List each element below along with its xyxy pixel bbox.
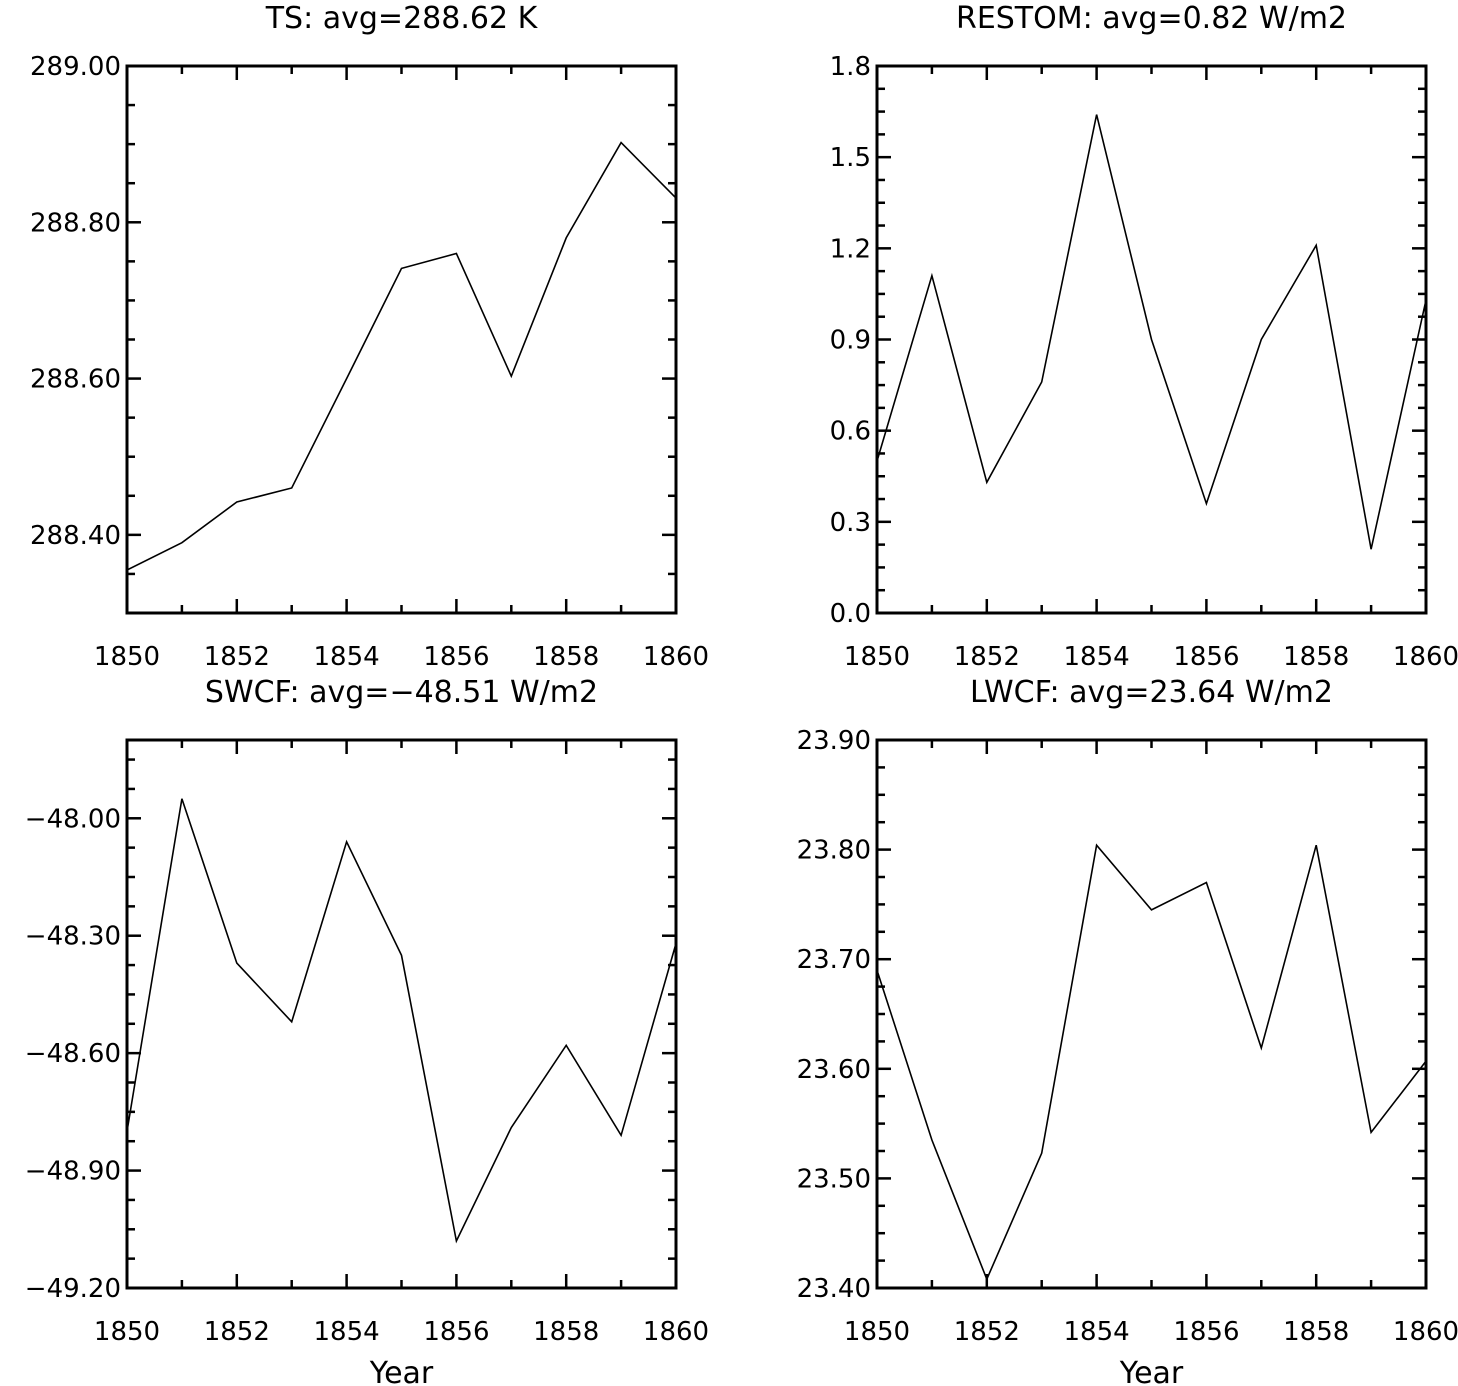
- x-tick-label: 1856: [1173, 642, 1239, 672]
- panel-title: RESTOM: avg=0.82 W/m2: [956, 1, 1347, 36]
- panel-4: LWCF: avg=23.64 W/m2 1850 1852 1854 1856 1858…: [797, 675, 1458, 1386]
- x-tick-label: 1860: [1393, 642, 1458, 672]
- x-tick-label: 1858: [533, 642, 599, 672]
- y-tick-label: 23.80: [797, 836, 871, 866]
- x-tick-label: 1860: [643, 1317, 709, 1347]
- y-tick-label: 23.70: [797, 945, 871, 975]
- y-tick-label: 1.8: [830, 52, 871, 82]
- y-tick-label: 23.90: [797, 726, 871, 756]
- y-tick-label: 0.6: [830, 417, 871, 447]
- x-tick-label: 1858: [1283, 642, 1349, 672]
- series-line: [126, 141, 677, 571]
- y-tick-label: −48.00: [25, 804, 121, 834]
- y-tick-label: 0.0: [830, 599, 871, 629]
- y-tick-label: 23.60: [797, 1055, 871, 1085]
- y-tick-label: 288.80: [30, 208, 121, 238]
- y-tick-label: 1.5: [830, 143, 871, 173]
- y-tick-label: −48.30: [25, 922, 121, 952]
- x-tick-label: 1854: [1064, 1317, 1130, 1347]
- x-tick-label: 1856: [423, 1317, 489, 1347]
- panel-1: TS: avg=288.62 K 1850 1852 1854 1856 1858 1860…: [30, 1, 709, 672]
- panel-title: SWCF: avg=−48.51 W/m2: [205, 675, 598, 710]
- x-tick-label: 1854: [314, 642, 380, 672]
- plot-frame: [875, 738, 1428, 1290]
- x-tick-label: 1852: [954, 1317, 1020, 1347]
- x-tick-label: 1858: [533, 1317, 599, 1347]
- panel-title: TS: avg=288.62 K: [265, 1, 539, 36]
- x-tick-label: 1850: [844, 1317, 910, 1347]
- y-tick-label: 0.3: [830, 508, 871, 538]
- series-line: [876, 114, 1427, 550]
- series-line: [876, 843, 1427, 1282]
- x-tick-label: 1856: [1173, 1317, 1239, 1347]
- series-line: [126, 798, 677, 1244]
- y-tick-label: 23.50: [797, 1164, 871, 1194]
- x-tick-label: 1854: [1064, 642, 1130, 672]
- x-tick-label: 1860: [1393, 1317, 1458, 1347]
- x-tick-label: 1858: [1283, 1317, 1349, 1347]
- x-tick-label: 1852: [954, 642, 1020, 672]
- x-tick-label: 1856: [423, 642, 489, 672]
- y-tick-label: 1.2: [830, 234, 871, 264]
- plot-frame: [875, 64, 1428, 615]
- y-tick-label: 288.60: [30, 365, 121, 395]
- x-axis-label: Year: [1119, 1356, 1184, 1386]
- panel-2: RESTOM: avg=0.82 W/m2 1850 1852 1854 1856 185…: [830, 1, 1458, 672]
- x-tick-label: 1852: [204, 642, 270, 672]
- x-tick-label: 1852: [204, 1317, 270, 1347]
- y-tick-label: 288.40: [30, 521, 121, 551]
- y-tick-label: −48.60: [25, 1039, 121, 1069]
- x-axis-label: Year: [369, 1356, 434, 1386]
- y-tick-label: 289.00: [30, 52, 121, 82]
- y-tick-label: −48.90: [25, 1157, 121, 1187]
- x-tick-label: 1850: [94, 642, 160, 672]
- y-tick-label: 0.9: [830, 326, 871, 356]
- x-tick-label: 1850: [94, 1317, 160, 1347]
- x-tick-label: 1850: [844, 642, 910, 672]
- panel-3: SWCF: avg=−48.51 W/m2 1850 1852 1854 1856 185…: [25, 675, 709, 1386]
- panel-title: LWCF: avg=23.64 W/m2: [970, 675, 1333, 710]
- y-tick-label: −49.20: [25, 1274, 121, 1304]
- plot-frame: [125, 738, 678, 1290]
- plot-frame: [125, 64, 678, 615]
- x-tick-label: 1860: [643, 642, 709, 672]
- y-tick-label: 23.40: [797, 1274, 871, 1304]
- x-tick-label: 1854: [314, 1317, 380, 1347]
